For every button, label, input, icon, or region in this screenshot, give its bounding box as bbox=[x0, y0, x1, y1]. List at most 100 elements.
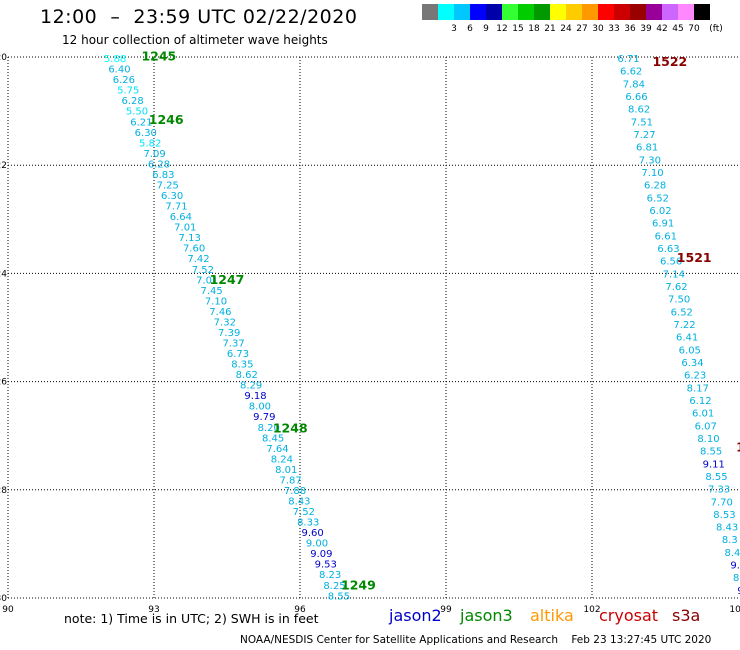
pass-time-label: 1246 bbox=[149, 112, 184, 127]
wave-height-value: 6.30 bbox=[161, 191, 183, 202]
wave-height-value: 6.28 bbox=[121, 96, 143, 107]
legend-label: 27 bbox=[576, 24, 588, 34]
legend-swatch bbox=[614, 4, 630, 20]
wave-height-value: 9.18 bbox=[244, 391, 266, 402]
wave-height-value: 7.84 bbox=[623, 79, 645, 90]
longitude-tick-label: 105 bbox=[729, 605, 740, 615]
wave-height-value: 8.53 bbox=[713, 510, 735, 521]
wave-height-value: 6.83 bbox=[152, 170, 174, 181]
wave-height-value: 6.02 bbox=[649, 206, 671, 217]
wave-height-value: 8.33 bbox=[297, 518, 319, 529]
wave-height-value: 8.45 bbox=[262, 433, 284, 444]
wave-height-value: 6.34 bbox=[681, 358, 703, 369]
wave-height-value: 6.52 bbox=[647, 193, 669, 204]
pass-time-label: 1248 bbox=[273, 421, 308, 436]
wave-height-value: 9.79 bbox=[253, 412, 275, 423]
wave-height-value: 8.35 bbox=[231, 360, 253, 371]
longitude-tick-label: 102 bbox=[583, 605, 600, 615]
wave-height-value: 7.87 bbox=[280, 475, 302, 486]
wave-height-value: 6.66 bbox=[625, 92, 647, 103]
latitude-tick-label: -26 bbox=[0, 378, 7, 388]
longitude-tick-label: 90 bbox=[2, 605, 14, 615]
longitude-tick-label: 96 bbox=[294, 605, 306, 615]
pass-time-label: 1521 bbox=[677, 250, 712, 265]
wave-height-value: 7.30 bbox=[639, 155, 661, 166]
latitude-tick-label: -22 bbox=[0, 161, 7, 171]
legend-label: 39 bbox=[640, 24, 652, 34]
pass-time-label: 1249 bbox=[341, 577, 376, 592]
legend-label: 12 bbox=[496, 24, 508, 34]
wave-height-value: 7.01 bbox=[174, 223, 196, 234]
wave-height-value: 8.3 bbox=[722, 535, 738, 546]
wave-height-value: 7.64 bbox=[266, 444, 288, 455]
wave-height-value: 7.37 bbox=[222, 338, 244, 349]
legend-label: 18 bbox=[528, 24, 540, 34]
legend-swatch bbox=[534, 4, 550, 20]
wave-height-value: 7.13 bbox=[179, 233, 201, 244]
wave-height-value: 6.01 bbox=[692, 409, 714, 420]
wave-height-value: 7.60 bbox=[183, 244, 205, 255]
latitude-tick-label: -20 bbox=[0, 53, 7, 63]
wave-height-value: 6.28 bbox=[644, 181, 666, 192]
wave-height-value: 7.39 bbox=[218, 328, 240, 339]
wave-height-value: 5.88 bbox=[104, 54, 126, 65]
wave-height-value: 5.82 bbox=[139, 138, 161, 149]
wave-height-value: 7.32 bbox=[214, 317, 236, 328]
wave-height-value: 8.43 bbox=[716, 523, 738, 534]
legend-label: 15 bbox=[512, 24, 524, 34]
satellite-label-jason2: jason2 bbox=[389, 606, 442, 625]
legend-swatch bbox=[470, 4, 486, 20]
latitude-tick-label: -24 bbox=[0, 269, 7, 279]
legend-swatch bbox=[422, 4, 438, 20]
wave-height-value: 9. bbox=[730, 561, 740, 572]
wave-height-value: 7.62 bbox=[665, 282, 687, 293]
legend-swatch bbox=[662, 4, 678, 20]
wave-height-value: 9 bbox=[737, 586, 740, 597]
legend-swatch bbox=[678, 4, 694, 20]
wave-height-value: 8.17 bbox=[687, 383, 709, 394]
legend-label: 70 bbox=[688, 24, 700, 34]
wave-height-value: 6.71 bbox=[617, 54, 639, 65]
wave-height-value: 6.52 bbox=[671, 307, 693, 318]
wave-height-value: 6.81 bbox=[636, 143, 658, 154]
satellite-label-jason3: jason3 bbox=[460, 606, 513, 625]
legend-swatch bbox=[550, 4, 566, 20]
wave-height-value: 7.50 bbox=[668, 295, 690, 306]
wave-height-value: 6.63 bbox=[657, 244, 679, 255]
wave-height-value: 6.21 bbox=[130, 117, 152, 128]
wave-height-value: 8.23 bbox=[319, 570, 341, 581]
wave-height-value: 8.00 bbox=[249, 402, 271, 413]
wave-height-value: 7.88 bbox=[284, 486, 306, 497]
wave-height-value: 6.12 bbox=[689, 396, 711, 407]
wave-height-value: 6.28 bbox=[148, 159, 170, 170]
wave-height-value: 8.62 bbox=[628, 105, 650, 116]
wave-height-value: 7.71 bbox=[165, 202, 187, 213]
legend-label: 9 bbox=[483, 24, 489, 34]
wave-height-value: 6.40 bbox=[108, 65, 130, 76]
legend-swatch bbox=[646, 4, 662, 20]
satellite-label-s3a: s3a bbox=[672, 606, 701, 625]
wave-height-value: 7.27 bbox=[633, 130, 655, 141]
wave-height-value: 6.26 bbox=[113, 75, 135, 86]
legend-label: 45 bbox=[672, 24, 684, 34]
wave-height-value: 9.00 bbox=[306, 539, 328, 550]
wave-height-value: 6.23 bbox=[684, 371, 706, 382]
legend-label: 6 bbox=[467, 24, 473, 34]
wave-height-value: 7.10 bbox=[641, 168, 663, 179]
wave-height-value: 8.62 bbox=[236, 370, 258, 381]
page-title: 12:00 – 23:59 UTC 02/22/2020 bbox=[40, 6, 358, 28]
wave-height-value: 7.33 bbox=[708, 485, 730, 496]
wave-height-value: 9.09 bbox=[310, 549, 332, 560]
wave-height-value: 7.22 bbox=[673, 320, 695, 331]
legend-swatch bbox=[454, 4, 470, 20]
wave-height-value: 6.05 bbox=[679, 345, 701, 356]
wave-height-value: 7.01 bbox=[196, 275, 218, 286]
wave-height-value: 7.10 bbox=[205, 296, 227, 307]
wave-height-value: 8.24 bbox=[271, 454, 293, 465]
wave-height-value: 9.53 bbox=[315, 560, 337, 571]
wave-height-value: 8.20 bbox=[258, 423, 280, 434]
legend-unit: (ft) bbox=[709, 24, 723, 34]
wave-height-value: 6.64 bbox=[170, 212, 192, 223]
wave-height-value: 7.46 bbox=[209, 307, 231, 318]
wave-height-value: 7.45 bbox=[201, 286, 223, 297]
